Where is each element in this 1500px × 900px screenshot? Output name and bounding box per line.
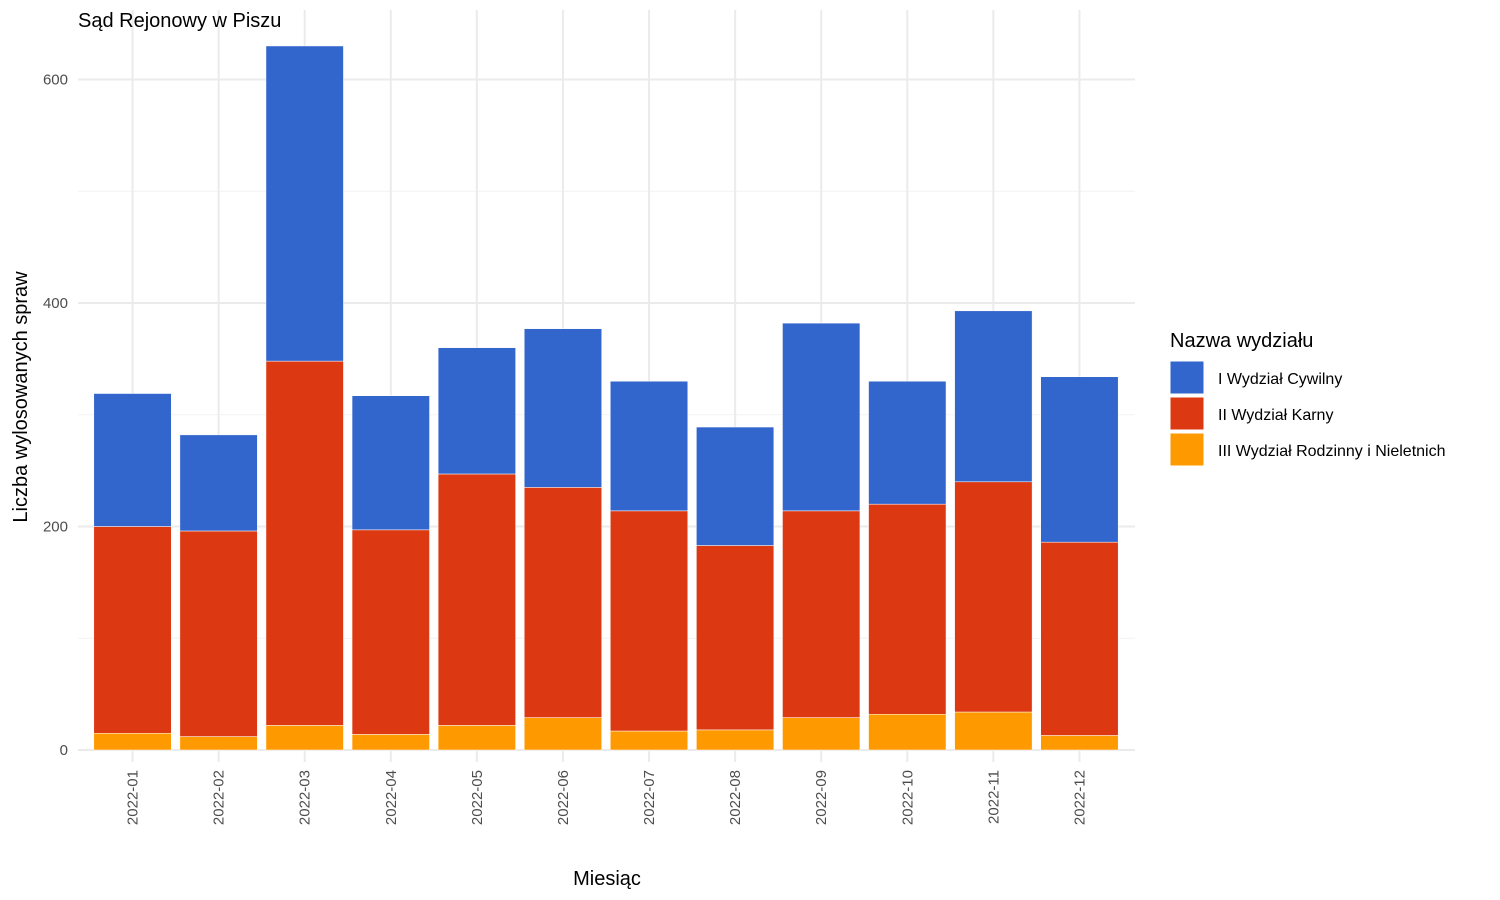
bar-segment xyxy=(868,713,947,751)
chart-title: Sąd Rejonowy w Piszu xyxy=(78,10,281,32)
bar-segment xyxy=(696,545,775,731)
x-axis-title: Miesiąc xyxy=(573,868,641,890)
legend-label: III Wydział Rodzinny i Nieletnich xyxy=(1218,443,1446,460)
bar-segment xyxy=(523,717,602,751)
x-tick-label: 2022-06 xyxy=(555,770,572,825)
bar-segment xyxy=(93,526,172,734)
legend-swatch xyxy=(1169,396,1205,431)
bar-segment xyxy=(868,380,947,505)
x-tick-label: 2022-07 xyxy=(641,770,658,825)
bar-segment xyxy=(93,732,172,751)
bar-segment xyxy=(351,529,430,735)
x-tick-label: 2022-01 xyxy=(125,770,142,825)
x-tick-label: 2022-08 xyxy=(727,770,744,825)
bar-segment xyxy=(782,322,861,512)
x-tick-label: 2022-12 xyxy=(1071,770,1088,825)
bar-segment xyxy=(954,711,1033,751)
bar-segment xyxy=(1040,735,1119,751)
bar-segment xyxy=(93,393,172,527)
y-tick-label: 200 xyxy=(43,519,68,536)
legend-items: I Wydział Cywilny II Wydział Karny III Wyd… xyxy=(1169,360,1446,467)
x-tick-label: 2022-02 xyxy=(211,770,228,825)
bar-segment xyxy=(954,481,1033,713)
bar-segment xyxy=(782,510,861,718)
bar-segment xyxy=(351,734,430,751)
legend-label: II Wydział Karny xyxy=(1218,407,1333,424)
legend-title: Nazwa wydziału xyxy=(1170,330,1313,352)
bar-segment xyxy=(868,503,947,715)
bar-segment xyxy=(523,328,602,488)
bars xyxy=(93,45,1119,751)
y-tick-label: 600 xyxy=(43,72,68,89)
x-tick-label: 2022-04 xyxy=(383,770,400,825)
y-axis-title: Liczba wylosowanych spraw xyxy=(10,271,32,523)
x-tick-label: 2022-11 xyxy=(985,770,1002,824)
x-tick-label: 2022-10 xyxy=(899,770,916,825)
bar-segment xyxy=(351,395,430,531)
bar-segment xyxy=(1040,541,1119,736)
bar-segment xyxy=(696,426,775,546)
bar-segment xyxy=(696,729,775,751)
legend-label: I Wydział Cywilny xyxy=(1218,371,1342,388)
bar-segment xyxy=(179,530,258,737)
bar-segment xyxy=(437,347,516,475)
x-tick-label: 2022-03 xyxy=(297,770,314,825)
axis-ticks: 0 200 400 600 2022-01 2022-02 2022-03 2022-04 20… xyxy=(43,72,1088,826)
bar-segment xyxy=(179,736,258,751)
bar-segment xyxy=(610,510,689,732)
y-tick-label: 400 xyxy=(43,295,68,312)
bar-segment xyxy=(610,730,689,751)
bar-segment xyxy=(610,380,689,512)
legend-swatch xyxy=(1169,360,1205,395)
bar-segment xyxy=(523,487,602,718)
bar-segment xyxy=(179,434,258,532)
bar-segment xyxy=(265,45,344,362)
bar-segment xyxy=(437,473,516,726)
bar-segment xyxy=(954,310,1033,483)
bar-segment xyxy=(782,717,861,751)
x-tick-label: 2022-05 xyxy=(469,770,486,825)
bar-segment xyxy=(1040,376,1119,543)
bar-segment xyxy=(265,360,344,726)
bar-segment xyxy=(265,725,344,751)
y-tick-label: 0 xyxy=(60,742,68,759)
legend: Nazwa wydziału I Wydział Cywilny II Wydzi… xyxy=(1169,330,1446,467)
bar-segment xyxy=(437,725,516,751)
x-tick-label: 2022-09 xyxy=(813,770,830,825)
legend-swatch xyxy=(1169,432,1205,467)
